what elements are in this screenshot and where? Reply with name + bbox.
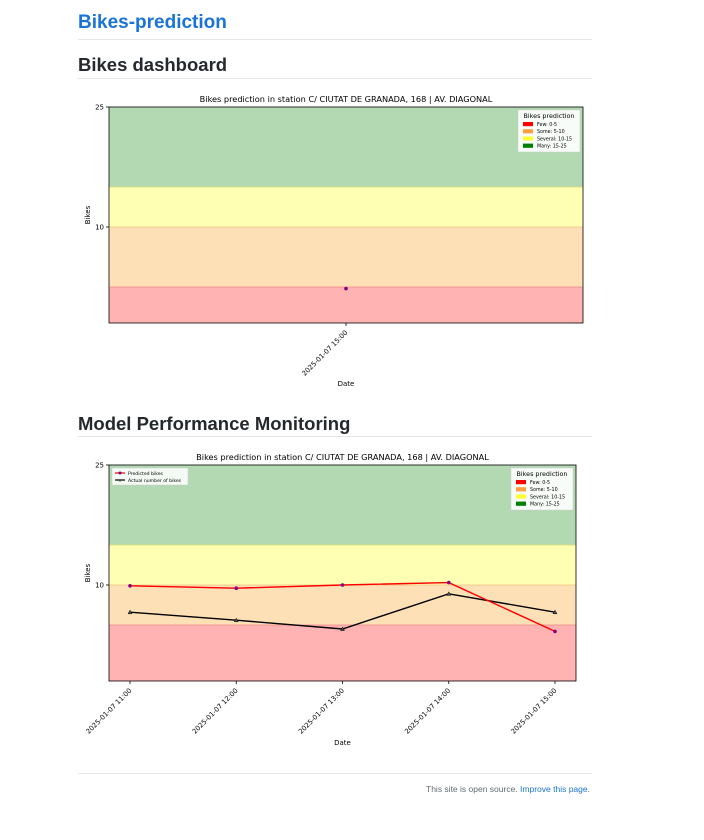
band-some <box>109 227 583 287</box>
footer-divider <box>78 773 592 774</box>
band-some <box>109 585 576 625</box>
actual-point <box>233 617 239 623</box>
band-legend-title: Bikes prediction <box>517 470 568 478</box>
chart-title: Bikes prediction in station C/ CIUTAT DE… <box>200 94 493 104</box>
data-point <box>344 286 348 291</box>
x-tick-label: 2025-01-07 15:00 <box>509 687 558 736</box>
band-legend-label: Many: 15-25 <box>537 144 567 150</box>
band-legend-swatch <box>523 122 533 127</box>
legend-label-predicted: Predicted bikes <box>128 471 164 477</box>
y-tick-label: 25 <box>95 104 104 112</box>
x-axis-label: Date <box>334 739 351 747</box>
section-heading-monitoring: Model Performance Monitoring <box>78 413 351 434</box>
footer: This site is open source. Improve this p… <box>426 784 590 794</box>
band-few <box>109 625 576 681</box>
band-legend-label: Some: 5-10 <box>530 487 558 493</box>
band-several <box>109 187 583 227</box>
predicted-point <box>553 629 557 634</box>
predicted-point <box>340 583 345 587</box>
band-few <box>109 287 583 323</box>
band-legend-swatch <box>523 129 533 134</box>
legend-marker-predicted <box>118 471 122 475</box>
footer-text: This site is open source. <box>426 784 518 794</box>
band-legend-swatch <box>516 501 526 506</box>
band-legend-label: Few: 0-5 <box>530 480 550 486</box>
band-many <box>109 107 583 187</box>
section-divider <box>78 436 592 437</box>
band-legend-title: Bikes prediction <box>524 112 575 120</box>
band-legend-label: Several: 10-15 <box>537 136 572 142</box>
band-legend-label: Many: 15-25 <box>530 502 560 508</box>
x-tick-label: 2025-01-07 14:00 <box>403 687 452 736</box>
y-tick-label: 25 <box>95 462 104 470</box>
predicted-point <box>446 580 451 585</box>
predicted-point <box>128 584 132 588</box>
band-legend-swatch <box>516 494 526 499</box>
title-divider <box>78 39 592 40</box>
y-tick-label: 10 <box>95 582 104 590</box>
footer-period: . <box>587 784 590 794</box>
band-legend-swatch <box>516 480 526 485</box>
y-tick-label: 10 <box>95 224 104 232</box>
x-axis-label: Date <box>338 380 355 388</box>
y-axis-label: Bikes <box>84 205 92 224</box>
legend-label-actual: Actual number of bikes <box>128 478 182 484</box>
section-divider <box>78 78 592 79</box>
band-legend-label: Some: 5-10 <box>537 129 565 135</box>
x-tick-label: 2025-01-07 13:00 <box>297 687 346 736</box>
band-legend-swatch <box>523 143 533 148</box>
band-legend-label: Several: 10-15 <box>530 494 565 500</box>
actual-point <box>340 626 345 631</box>
predicted-point <box>234 586 239 590</box>
band-several <box>109 545 576 585</box>
x-tick-label: 2025-01-07 12:00 <box>191 687 240 736</box>
section-heading-dashboard: Bikes dashboard <box>78 54 228 75</box>
site-title[interactable]: Bikes-prediction <box>78 12 227 33</box>
improve-page-link[interactable]: Improve this page <box>520 784 588 794</box>
series-legend-box <box>111 467 189 486</box>
actual-point <box>127 609 133 615</box>
actual-point <box>446 591 452 596</box>
chart-title: Bikes prediction in station C/ CIUTAT DE… <box>196 452 489 462</box>
band-legend-swatch <box>516 487 526 492</box>
band-legend-swatch <box>523 136 533 141</box>
legend-marker-actual <box>118 478 122 482</box>
band-legend-label: Few: 0-5 <box>537 122 557 128</box>
actual-point <box>552 609 558 615</box>
y-axis-label: Bikes <box>84 563 92 582</box>
x-tick-label: 2025-01-07 11:00 <box>84 687 133 736</box>
